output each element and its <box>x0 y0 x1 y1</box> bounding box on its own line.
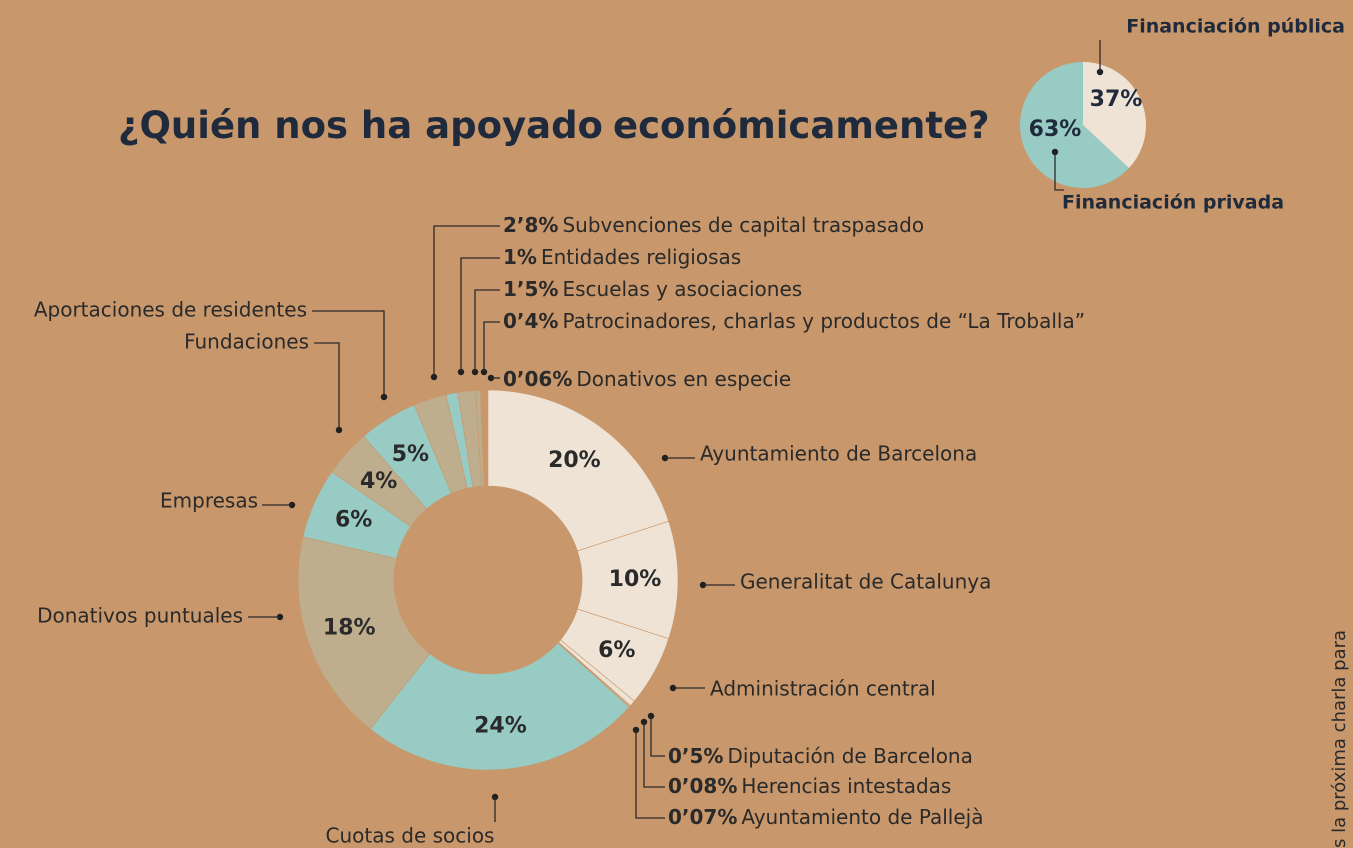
category-label: Donativos puntuales <box>37 604 243 628</box>
category-label: Administración central <box>710 677 936 701</box>
category-label: Ayuntamiento de Pallejà <box>741 805 983 829</box>
slice-value-label: 1% <box>503 245 537 269</box>
pie-category-label: Financiación privada <box>1062 192 1284 214</box>
slice-value-label: 24% <box>474 713 527 738</box>
donut-slice <box>479 389 485 487</box>
category-label: Fundaciones <box>184 330 309 354</box>
slice-value-label: 0’5% <box>668 744 723 768</box>
category-label: Cuotas de socios <box>326 824 495 848</box>
category-label: Subvenciones de capital traspasado <box>562 213 924 237</box>
leader-line <box>314 342 340 430</box>
category-label: Ayuntamiento de Barcelona <box>700 442 977 466</box>
pie-slice <box>1020 62 1129 188</box>
slice-value-label: 18% <box>323 615 376 640</box>
title-emphasis: económicamente? <box>613 104 990 147</box>
category-label: Herencias intestadas <box>741 774 951 798</box>
slice-value-label: 20% <box>548 448 601 473</box>
slice-value-label: 6% <box>598 638 635 663</box>
slice-value-label: 0’07% <box>668 805 737 829</box>
category-label: Diputación de Barcelona <box>727 744 972 768</box>
category-label: Donativos en especie <box>576 367 791 391</box>
category-label-group: 0’08% Herencias intestadas <box>668 774 951 798</box>
donut-slice <box>297 536 431 730</box>
pie-value-label: 37% <box>1090 87 1143 112</box>
side-text: s la próxima charla para <box>1329 630 1350 848</box>
leader-line <box>483 321 500 372</box>
slice-value-label: 0’06% <box>503 367 572 391</box>
slice-value-label: 0’4% <box>503 309 558 333</box>
slice-value-label: 0’08% <box>668 774 737 798</box>
category-label: Escuelas y asociaciones <box>562 277 802 301</box>
category-label: Entidades religiosas <box>541 245 741 269</box>
title-part: ¿Quién nos ha apoyado <box>118 104 603 147</box>
category-label: Aportaciones de residentes <box>34 298 307 322</box>
category-label-group: 0’5% Diputación de Barcelona <box>668 744 973 768</box>
category-label-group: 1’5% Escuelas y asociaciones <box>503 277 802 301</box>
slice-value-label: 6% <box>335 507 372 532</box>
category-label: Patrocinadores, charlas y productos de “… <box>562 309 1085 333</box>
leader-line <box>650 716 665 757</box>
donut-slice <box>369 642 630 771</box>
slice-value-label: 2’8% <box>503 213 558 237</box>
category-label: Generalitat de Catalunya <box>740 570 991 594</box>
slice-value-label: 5% <box>392 442 429 467</box>
leader-line <box>474 289 500 372</box>
leader-line <box>312 310 385 397</box>
leader-line <box>1054 152 1064 191</box>
pie-value-label: 63% <box>1029 117 1082 142</box>
category-label-group: 2’8% Subvenciones de capital traspasado <box>503 213 924 237</box>
leader-line <box>433 225 500 377</box>
slice-value-label: 1’5% <box>503 277 558 301</box>
leader-line <box>643 722 665 788</box>
slice-value-label: 4% <box>360 469 397 494</box>
title: ¿Quién nos ha apoyado económicamente? <box>118 104 990 147</box>
pie-slice <box>1083 62 1147 169</box>
category-label-group: 0’4% Patrocinadores, charlas y productos … <box>503 309 1085 333</box>
category-label-group: 0’07% Ayuntamiento de Pallejà <box>668 805 983 829</box>
category-label: Empresas <box>160 489 258 513</box>
leader-line <box>635 730 665 819</box>
donut-slice <box>487 389 670 552</box>
category-label-group: 1% Entidades religiosas <box>503 245 741 269</box>
category-label-group: 0’06% Donativos en especie <box>503 367 791 391</box>
pie-category-label: Financiación pública <box>1126 16 1345 38</box>
leader-line <box>460 257 500 372</box>
slice-value-label: 10% <box>609 567 662 592</box>
